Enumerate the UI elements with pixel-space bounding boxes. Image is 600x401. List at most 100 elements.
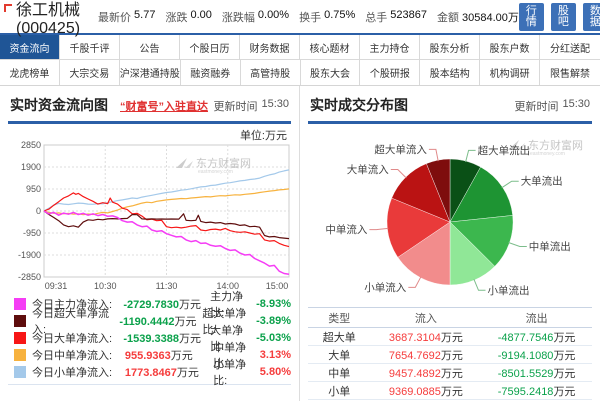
trade-distribution-header: 实时成交分布图 更新时间 15:30 — [308, 95, 592, 124]
pie-leader-line — [369, 227, 389, 231]
update-time-label: 更新时间 — [514, 101, 559, 113]
stat-item: 涨跌幅 0.00% — [222, 9, 289, 25]
nav-tab-row-1: 资金流向 千股千评 公告 个股日历 财务数据 核心题材 主力持仓 股东分析 股东户数 分红送配 — [0, 35, 600, 60]
stat-item: 换手 0.75% — [299, 9, 355, 25]
pie-label: 超大单流出 — [478, 144, 530, 157]
cell-inflow: 7654.7692万元 — [370, 345, 482, 364]
pie-leader-line — [508, 242, 527, 247]
table-header-cell: 流入 — [370, 307, 482, 328]
inflow-number: 7654.7692 — [388, 349, 441, 362]
legend-ratio-label: 超大单净比: — [202, 307, 247, 336]
series-line-小单 — [43, 169, 290, 212]
nav-tab[interactable]: 财务数据 — [240, 35, 300, 60]
stock-stats: 最新价 5.77 涨跌 0.00 涨跌幅 0.00% 换手 0.75% 总手 523867 金额 30… — [98, 9, 519, 25]
main-content: 实时资金流向图 “财富号”入驻直达 更新时间 15:30 单位:万元 2850 1… — [0, 86, 600, 401]
pie-label: 中单流出 — [529, 240, 571, 253]
nav-tab[interactable]: 公告 — [120, 35, 180, 60]
nav-tab[interactable]: 大宗交易 — [59, 60, 120, 85]
data-button[interactable]: 数据 — [582, 2, 600, 31]
table-row: 超大单 3687.3104万元 -4877.7546万元 — [308, 327, 592, 346]
cell-inflow: 3687.3104万元 — [370, 327, 482, 346]
top-bar: 徐工机械(000425) 最新价 5.77 涨跌 0.00 涨跌幅 0.00% 换手 0.75… — [0, 0, 600, 37]
outflow-number: -7595.2418 — [497, 385, 554, 398]
stat-value: 523867 — [390, 8, 428, 21]
cell-outflow: -4877.7546万元 — [481, 327, 592, 346]
nav-tab[interactable]: 主力持仓 — [360, 35, 420, 60]
legend-value-number: -2729.7830 — [123, 298, 180, 311]
nav-tab[interactable]: 资金流向 — [0, 35, 60, 60]
y-axis-tick: 0 — [36, 206, 41, 216]
legend-ratio-label: 大单净比: — [210, 324, 244, 353]
y-axis-tick: 2850 — [21, 140, 41, 150]
red-corner-mark-icon — [4, 4, 12, 12]
forum-button[interactable]: 股吧 — [550, 2, 576, 31]
pie-leader-line — [428, 148, 439, 162]
legend-row: 今日中单净流入: 955.9363万元 中单净比: 3.13% — [8, 342, 291, 370]
legend-value-unit: 万元 — [174, 315, 197, 328]
legend-row: 今日大单净流入: -1539.3388万元 大单净比: -5.03% — [8, 325, 291, 353]
pie-label: 中单流入 — [325, 223, 367, 236]
nav-tab[interactable]: 龙虎榜单 — [0, 60, 60, 85]
nav-tab[interactable]: 股东分析 — [420, 35, 480, 60]
nav-tab[interactable]: 股东大会 — [300, 60, 361, 85]
legend-ratio-value: 5.80% — [259, 366, 291, 379]
svg-text:eastmoney.com: eastmoney.com — [530, 151, 565, 157]
nav-tab[interactable]: 机构调研 — [480, 60, 541, 85]
cell-inflow: 9457.4892万元 — [370, 363, 482, 382]
update-time-value: 15:30 — [562, 98, 590, 110]
nav-tab[interactable]: 沪深港通持股 — [119, 60, 181, 85]
y-axis-tick: 950 — [26, 184, 41, 194]
quotes-button[interactable]: 行情 — [518, 2, 544, 31]
x-axis-tick: 14:00 — [216, 281, 239, 291]
table-row: 小单 9369.0885万元 -7595.2418万元 — [308, 381, 592, 400]
x-axis-tick: 09:31 — [45, 281, 68, 291]
series-line-大单 — [43, 192, 290, 248]
inflow-number: 3687.3104 — [388, 331, 441, 344]
legend-swatch — [14, 314, 26, 327]
stat-value: 0.75% — [324, 8, 356, 21]
caifuhao-link[interactable]: “财富号”入驻直达 — [120, 101, 208, 113]
legend-label: 今日主力净流入: — [32, 298, 113, 311]
stat-item: 最新价 5.77 — [98, 9, 155, 25]
legend-ratio-value: 3.13% — [259, 349, 291, 362]
update-time-left: 更新时间 15:30 — [213, 98, 289, 114]
svg-text:东方财富网: 东方财富网 — [196, 156, 251, 170]
legend-value-unit: 万元 — [179, 332, 202, 345]
cell-inflow: 9369.0885万元 — [370, 381, 482, 400]
legend-row: 今日主力净流入: -2729.7830万元 主力净比: -8.93% — [8, 291, 291, 319]
stat-value: 30584.00万 — [462, 11, 519, 24]
legend-value: 955.9363万元 — [125, 347, 213, 363]
stat-label: 金额 — [437, 11, 460, 24]
outflow-number: -8501.5529 — [497, 367, 554, 380]
fund-flow-panel: 实时资金流向图 “财富号”入驻直达 更新时间 15:30 单位:万元 2850 1… — [0, 86, 300, 401]
nav-tab[interactable]: 个股日历 — [180, 35, 240, 60]
nav-tab[interactable]: 高管持股 — [240, 60, 301, 85]
y-axis-tick: -950 — [23, 228, 41, 238]
stat-value: 5.77 — [134, 8, 156, 21]
nav-tab[interactable]: 限售解禁 — [540, 60, 600, 85]
legend-ratio-label: 中单净比: — [213, 342, 247, 371]
nav-tab[interactable]: 个股研报 — [360, 60, 421, 85]
nav-tab[interactable]: 股东户数 — [480, 35, 540, 60]
nav-tab[interactable]: 千股千评 — [60, 35, 120, 60]
cell-type: 小单 — [308, 381, 371, 400]
pie-label: 大单流出 — [521, 175, 563, 188]
inflow-number: 9457.4892 — [388, 367, 441, 380]
trade-distribution-panel: 实时成交分布图 更新时间 15:30 东方财富网 eastmoney.com 超大单… — [300, 86, 600, 401]
cell-type: 超大单 — [308, 327, 371, 346]
nav-tab[interactable]: 股本结构 — [420, 60, 481, 85]
nav-tab[interactable]: 分红送配 — [540, 35, 600, 60]
stock-title: 徐工机械(000425) — [16, 1, 81, 37]
legend-value-unit: 万元 — [170, 350, 193, 363]
pie-label: 超大单流入 — [374, 143, 427, 156]
nav-tab[interactable]: 核心题材 — [300, 35, 360, 60]
x-axis-tick: 15:00 — [266, 281, 289, 291]
legend-value-number: -1190.4442 — [119, 315, 175, 328]
x-axis-tick: 10:30 — [94, 281, 117, 291]
update-time-value: 15:30 — [261, 98, 289, 110]
nav-tab[interactable]: 融资融券 — [180, 60, 241, 85]
legend-value: -1539.3388万元 — [123, 330, 210, 346]
trade-distribution-title: 实时成交分布图 — [310, 97, 408, 113]
outflow-number: -9194.1080 — [497, 349, 554, 362]
